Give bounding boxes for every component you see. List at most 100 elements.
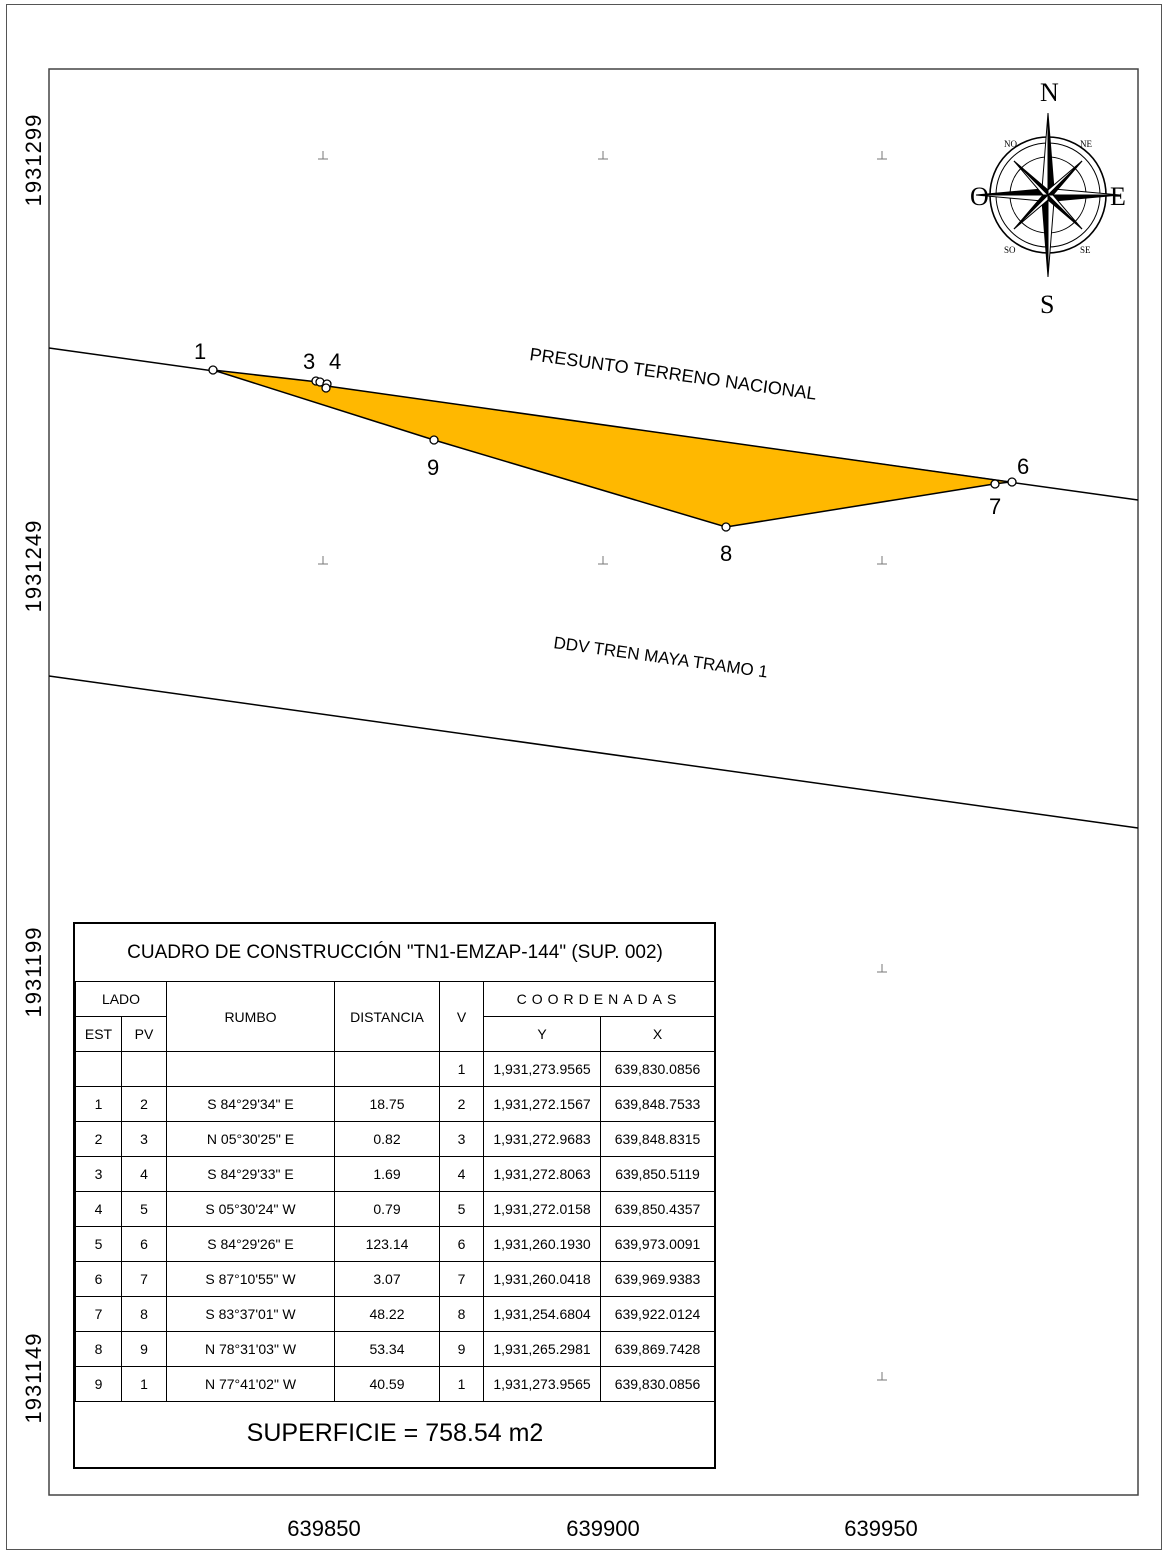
cell-v: 5 [439,1191,484,1227]
cell-est: 8 [75,1331,122,1367]
vertex-marker-7 [990,479,1000,489]
cell-rumbo: S 84°29'33" E [166,1156,335,1192]
cell-est: 6 [75,1261,122,1297]
header-coordenadas: COORDENADAS [482,981,716,1017]
map-sheet [6,4,1162,1550]
right-of-way-label: DDV TREN MAYA TRAMO 1 [552,633,769,682]
cell-distancia: 53.34 [334,1331,440,1367]
y-axis-label-1: 1931299 [21,113,46,207]
cell-v: 2 [439,1086,484,1122]
cell-v: 8 [439,1296,484,1332]
cell-pv: 6 [121,1226,167,1262]
cell-distancia: 18.75 [334,1086,440,1122]
header-y: Y [483,1016,601,1052]
compass-rose-icon: N S E O NE NO SE SO [970,78,1126,319]
cell-est: 2 [75,1121,122,1157]
y-axis-label-3: 1931199 [21,926,46,1018]
cell-est: 5 [75,1226,122,1262]
vertex-label-3: 3 [303,349,315,374]
cell-est: 4 [75,1191,122,1227]
cell-rumbo: S 84°29'34" E [166,1086,335,1122]
header-v: V [439,981,484,1052]
cell-pv: 1 [121,1366,167,1402]
cell-v: 9 [439,1331,484,1367]
vertex-marker-9 [429,435,439,445]
cell-x: 639,848.8315 [599,1121,716,1157]
cell-rumbo: S 84°29'26" E [166,1226,335,1262]
cell-x: 639,850.5119 [599,1156,716,1192]
area-label: PRESUNTO TERRENO NACIONAL [528,344,817,404]
cell-x: 639,848.7533 [599,1086,716,1122]
cell-x: 639,850.4357 [599,1191,716,1227]
compass-e: E [1110,182,1126,211]
table-title: CUADRO DE CONSTRUCCIÓN "TN1-EMZAP-144" (… [75,924,715,982]
boundary-line-lower [48,675,1139,829]
vertex-marker-5 [321,383,331,393]
y-axis-label-2: 1931249 [21,519,46,613]
cell-rumbo: N 77°41'02" W [166,1366,335,1402]
header-est: EST [75,1016,122,1052]
cell-y: 1,931,272.1567 [483,1086,601,1122]
cell-y: 1,931,254.6804 [483,1296,601,1332]
cell-est: 9 [75,1366,122,1402]
compass-s: S [1040,290,1054,319]
cell-v: 1 [439,1366,484,1402]
cell-est: 3 [75,1156,122,1192]
vertex-markers [208,365,1017,532]
cell-y: 1,931,260.1930 [483,1226,601,1262]
vertex-label-8: 8 [720,541,732,566]
cell-pv: 2 [121,1086,167,1122]
cell-distancia: 1.69 [334,1156,440,1192]
header-pv: PV [121,1016,167,1052]
cell-est: 1 [75,1086,122,1122]
compass-se: SE [1080,245,1091,255]
vertex-label-7: 7 [989,494,1001,519]
cell-pv: 4 [121,1156,167,1192]
cell-pv: 7 [121,1261,167,1297]
grid-ticks [318,151,887,1381]
cell-y: 1,931,273.9565 [483,1366,601,1402]
compass-no: NO [1004,139,1017,149]
vertex-label-9: 9 [427,455,439,480]
compass-so: SO [1004,245,1016,255]
header-x: X [599,1016,716,1052]
cell-v: 6 [439,1226,484,1262]
x-axis-label-2: 639900 [566,1516,640,1541]
cell-x: 639,922.0124 [599,1296,716,1332]
cell-rumbo: N 05°30'25" E [166,1121,335,1157]
vertex-label-6: 6 [1017,454,1029,479]
y-axis-label-4: 1931149 [21,1332,46,1424]
cell-rumbo: S 83°37'01" W [166,1296,335,1332]
cell-pv: 5 [121,1191,167,1227]
table-row: 1 1,931,273.9565 639,830.0856 [75,1051,716,1087]
cell-y: 1,931,272.0158 [483,1191,601,1227]
compass-o: O [970,182,989,211]
compass-n: N [1040,78,1059,107]
cell-y: 1,931,272.8063 [483,1156,601,1192]
map-frame [48,68,1139,1496]
cell-x: 639,830.0856 [599,1366,716,1402]
cell-distancia: 0.82 [334,1121,440,1157]
cell-distancia: 40.59 [334,1366,440,1402]
cell-est: 7 [75,1296,122,1332]
x-axis-label-3: 639950 [844,1516,918,1541]
vertex-marker-6 [1007,477,1017,487]
vertex-label-1: 1 [194,339,206,364]
cell-pv: 9 [121,1331,167,1367]
vertex-label-4: 4 [329,349,341,374]
cell-v: 7 [439,1261,484,1297]
superficie-total: SUPERFICIE = 758.54 m2 [75,1401,715,1465]
cell-pv: 8 [121,1296,167,1332]
cell-pv: 3 [121,1121,167,1157]
header-lado: LADO [75,981,167,1017]
cell-y: 1,931,265.2981 [483,1331,601,1367]
parcel-polygon [212,369,1011,528]
